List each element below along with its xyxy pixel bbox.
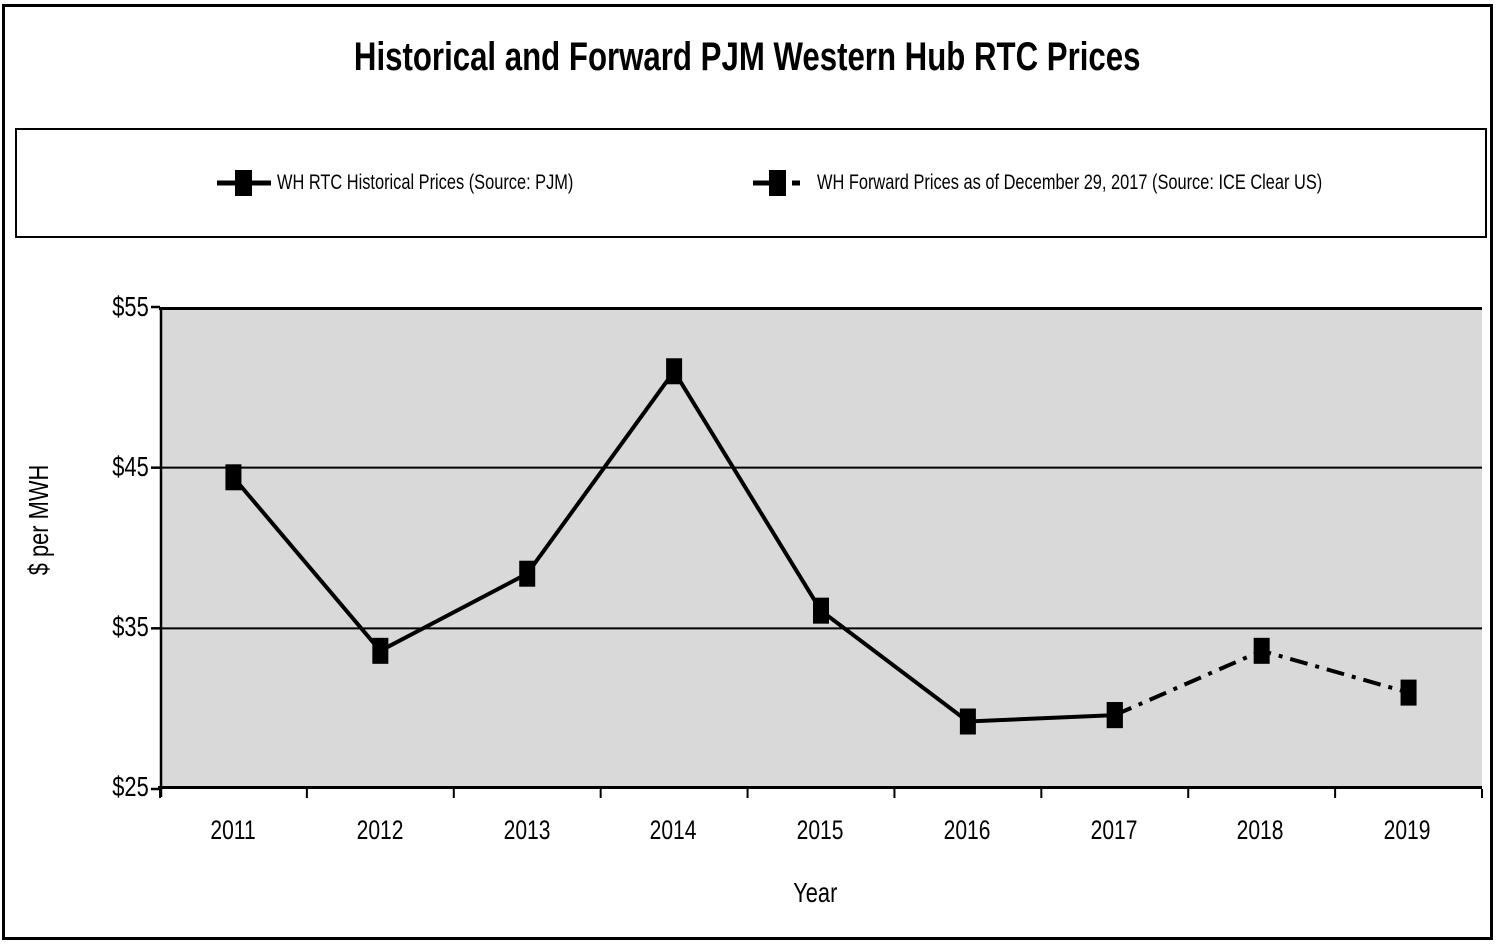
chart-frame: Historical and Forward PJM Western Hub R… (2, 4, 1493, 940)
legend-label-historical: WH RTC Historical Prices (Source: PJM) (277, 171, 574, 194)
x-tick-label: 2015 (796, 815, 844, 845)
data-point-marker-historical (372, 637, 389, 664)
data-point-marker-historical (666, 358, 683, 385)
x-tick-label: 2018 (1236, 815, 1284, 845)
legend-sample-dash-dot-line-square-marker-icon (753, 170, 811, 196)
legend-label-forward: WH Forward Prices as of December 29, 201… (817, 171, 1323, 194)
y-tick-label: $35 (112, 611, 149, 642)
x-tick-label: 2016 (943, 815, 991, 845)
x-tick-label: 2011 (210, 815, 256, 845)
data-point-marker-forward (1106, 702, 1123, 729)
legend: WH RTC Historical Prices (Source: PJM) W… (15, 128, 1487, 238)
x-tick-label: 2014 (649, 815, 697, 845)
y-tick-label: $45 (112, 451, 149, 482)
x-tick-label: 2012 (356, 815, 404, 845)
chart-title: Historical and Forward PJM Western Hub R… (5, 35, 1490, 80)
data-point-marker-forward (1400, 679, 1417, 706)
plot-area (151, 305, 1483, 798)
x-axis-title: Year (792, 877, 838, 908)
data-point-marker-forward (1253, 637, 1270, 664)
chart-title-text: Historical and Forward PJM Western Hub R… (354, 35, 1141, 79)
data-point-marker-historical (225, 464, 242, 491)
legend-entry-historical: WH RTC Historical Prices (Source: PJM) (217, 130, 657, 236)
legend-sample-solid-line-square-marker-icon (217, 170, 271, 196)
y-tick-label: $25 (112, 771, 149, 802)
data-point-marker-historical (519, 560, 536, 587)
plot-area-svg (151, 305, 1483, 798)
x-tick-label: 2013 (503, 815, 551, 845)
y-tick-label: $55 (112, 291, 149, 322)
data-point-marker-historical (813, 597, 829, 624)
x-tick-label: 2019 (1383, 815, 1431, 845)
legend-entry-forward: WH Forward Prices as of December 29, 201… (753, 130, 1465, 236)
data-point-marker-historical (959, 708, 976, 735)
series-line-historical (231, 367, 1115, 724)
y-axis-title: $ per MWH (23, 464, 54, 576)
x-tick-label: 2017 (1090, 815, 1138, 845)
x-tick-labels: 2011 2012 2013 2014 2015 2016 2017 2018 … (5, 815, 1490, 847)
